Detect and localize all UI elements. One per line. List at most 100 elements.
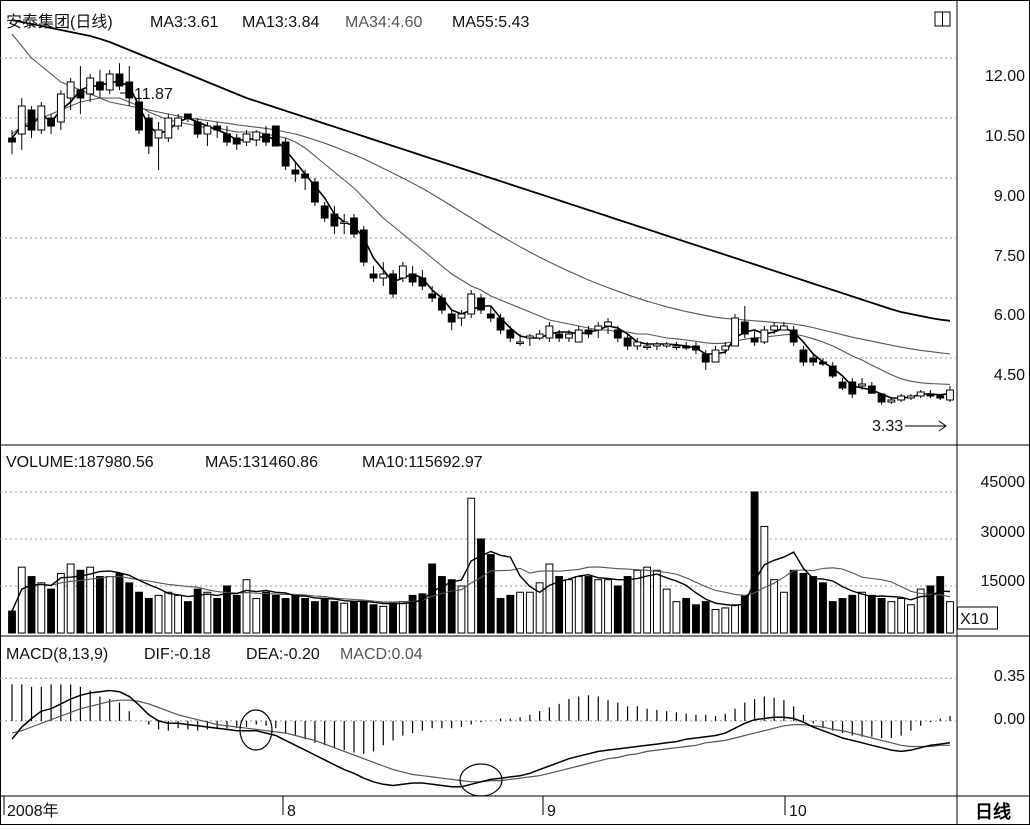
- volume-bar[interactable]: [662, 588, 671, 634]
- volume-bar[interactable]: [633, 569, 642, 634]
- candle-body[interactable]: [867, 385, 876, 394]
- volume-bar[interactable]: [271, 594, 280, 634]
- candle-body[interactable]: [897, 395, 906, 401]
- candle-body[interactable]: [193, 121, 202, 135]
- candle-body[interactable]: [838, 381, 847, 389]
- candle-body[interactable]: [643, 345, 652, 348]
- volume-bar[interactable]: [125, 582, 134, 634]
- volume-bar[interactable]: [613, 585, 622, 634]
- candle-body[interactable]: [125, 81, 134, 99]
- volume-bar[interactable]: [946, 601, 954, 634]
- volume-bar[interactable]: [897, 598, 906, 634]
- volume-bar[interactable]: [682, 598, 691, 634]
- volume-bar[interactable]: [867, 594, 876, 634]
- candle-body[interactable]: [946, 389, 954, 401]
- volume-bar[interactable]: [193, 588, 202, 634]
- candle-body[interactable]: [594, 325, 603, 331]
- volume-bar[interactable]: [320, 598, 329, 634]
- candle-body[interactable]: [398, 265, 407, 279]
- volume-bar[interactable]: [291, 594, 300, 634]
- candle-body[interactable]: [584, 329, 593, 335]
- candle-body[interactable]: [789, 329, 798, 343]
- volume-bar[interactable]: [467, 497, 476, 634]
- volume-bar[interactable]: [887, 601, 896, 634]
- volume-bar[interactable]: [877, 598, 886, 634]
- volume-bar[interactable]: [340, 602, 349, 634]
- volume-bar[interactable]: [926, 585, 935, 634]
- volume-bar[interactable]: [242, 579, 251, 634]
- candle-body[interactable]: [291, 169, 300, 175]
- candle-body[interactable]: [320, 205, 329, 219]
- volume-bar[interactable]: [389, 602, 397, 634]
- candle-body[interactable]: [525, 335, 534, 339]
- candle-body[interactable]: [779, 325, 788, 331]
- candle-body[interactable]: [428, 293, 437, 299]
- volume-bar[interactable]: [115, 572, 124, 634]
- candle-body[interactable]: [555, 333, 564, 339]
- candle-body[interactable]: [310, 181, 319, 203]
- volume-bar[interactable]: [819, 582, 827, 634]
- volume-bar[interactable]: [154, 594, 163, 634]
- window-toggle-icon[interactable]: [934, 11, 951, 27]
- candle-body[interactable]: [936, 395, 945, 399]
- volume-bar[interactable]: [27, 576, 36, 634]
- volume-bar[interactable]: [740, 594, 749, 634]
- volume-bar[interactable]: [643, 566, 652, 634]
- volume-bar[interactable]: [525, 591, 534, 634]
- candle-body[interactable]: [96, 81, 104, 91]
- candle-body[interactable]: [467, 293, 476, 315]
- candle-body[interactable]: [457, 313, 466, 319]
- volume-bar[interactable]: [916, 588, 925, 634]
- volume-bar[interactable]: [281, 598, 290, 634]
- period-daily-button[interactable]: 日线: [975, 801, 1011, 822]
- volume-bar[interactable]: [672, 601, 681, 634]
- candle-body[interactable]: [887, 399, 896, 403]
- candle-body[interactable]: [750, 337, 759, 343]
- candle-body[interactable]: [213, 125, 222, 131]
- candle-body[interactable]: [408, 273, 417, 283]
- volume-bar[interactable]: [760, 525, 769, 634]
- candle-body[interactable]: [262, 133, 270, 143]
- candle-body[interactable]: [858, 383, 866, 387]
- volume-bar[interactable]: [565, 579, 573, 634]
- volume-bar[interactable]: [437, 576, 446, 634]
- candle-body[interactable]: [242, 133, 251, 143]
- candle-body[interactable]: [477, 297, 485, 311]
- candle-body[interactable]: [76, 89, 85, 99]
- volume-bar[interactable]: [213, 598, 222, 634]
- volume-bar[interactable]: [203, 591, 212, 634]
- volume-bar[interactable]: [86, 566, 95, 634]
- candle-body[interactable]: [223, 133, 231, 143]
- volume-bar[interactable]: [486, 554, 495, 634]
- volume-bar[interactable]: [604, 579, 612, 634]
- candle-body[interactable]: [809, 357, 818, 363]
- volume-bar[interactable]: [262, 591, 270, 634]
- candle-body[interactable]: [926, 393, 935, 397]
- candle-body[interactable]: [105, 73, 114, 91]
- volume-bar[interactable]: [516, 591, 525, 634]
- candle-body[interactable]: [731, 317, 739, 347]
- candle-body[interactable]: [27, 109, 36, 131]
- volume-bar[interactable]: [135, 591, 143, 634]
- volume-bar[interactable]: [623, 576, 632, 634]
- volume-bar[interactable]: [535, 582, 544, 634]
- volume-bar[interactable]: [252, 598, 261, 634]
- volume-bar[interactable]: [379, 605, 388, 634]
- candle-body[interactable]: [144, 117, 153, 147]
- volume-bar[interactable]: [398, 601, 407, 634]
- volume-bar[interactable]: [174, 594, 183, 634]
- candle-body[interactable]: [183, 113, 192, 119]
- candle-body[interactable]: [486, 313, 495, 319]
- candle-body[interactable]: [66, 81, 75, 99]
- volume-bar[interactable]: [799, 572, 808, 634]
- candle-body[interactable]: [174, 117, 183, 127]
- candle-body[interactable]: [906, 395, 915, 399]
- candle-body[interactable]: [379, 273, 388, 279]
- volume-bar[interactable]: [47, 588, 56, 634]
- volume-bar[interactable]: [408, 594, 417, 634]
- volume-bar[interactable]: [37, 582, 46, 634]
- candle-body[interactable]: [711, 349, 720, 363]
- volume-bar[interactable]: [828, 601, 837, 634]
- volume-bar[interactable]: [496, 598, 505, 634]
- price-candles[interactable]: [8, 63, 954, 405]
